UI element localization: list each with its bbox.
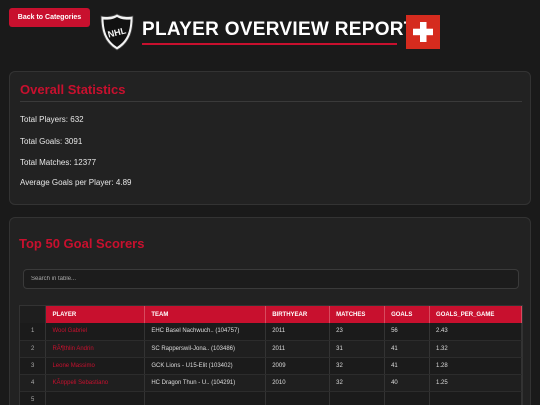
matches-cell (329, 391, 386, 405)
index-column-header (20, 306, 47, 323)
column-header-player[interactable]: PLAYER (45, 306, 146, 323)
table-header-row: PLAYER TEAM BIRTHYEAR MATCHES GOALS GOAL… (20, 306, 522, 323)
column-header-goals-per-game[interactable]: GOALS_PER_GAME (429, 306, 522, 323)
row-index: 4 (20, 374, 47, 392)
row-index: 5 (20, 391, 47, 405)
back-to-categories-button[interactable]: Back to Categories (9, 8, 90, 27)
birthyear-cell: 2009 (265, 357, 331, 375)
player-name-link[interactable]: RÃ¶thlin Andrin (45, 340, 146, 358)
page-title: PLAYER OVERVIEW REPORT (142, 19, 416, 40)
average-goals-stat: Average Goals per Player: 4.89 (20, 178, 132, 187)
table-search-input[interactable] (23, 269, 519, 289)
scorers-table-container: PLAYER TEAM BIRTHYEAR MATCHES GOALS GOAL… (19, 305, 523, 405)
player-name-link[interactable] (45, 391, 146, 405)
goals-per-game-cell: 2.43 (429, 323, 522, 341)
column-header-birthyear[interactable]: BIRTHYEAR (265, 306, 331, 323)
top-scorers-card: Top 50 Goal Scorers PLAYER TEAM BIRTHYEA… (9, 217, 531, 405)
table-row: 5 (20, 391, 522, 405)
goals-per-game-cell: 1.32 (429, 340, 522, 358)
goals-cell (384, 391, 431, 405)
goals-cell: 41 (384, 357, 431, 375)
team-cell: SC Rapperswil-Jona.. (103486) (144, 340, 267, 358)
overall-statistics-title: Overall Statistics (20, 82, 126, 97)
goals-per-game-cell (429, 391, 522, 405)
goals-cell: 40 (384, 374, 431, 392)
overall-statistics-card: Overall Statistics Total Players: 632 To… (9, 71, 531, 205)
player-name-link[interactable]: Wool Gabriel (45, 323, 146, 341)
row-index: 3 (20, 357, 47, 375)
table-row: 3 Leone Massimo GCK Lions - U15-Elit (10… (20, 357, 522, 375)
table-row: 4 KÃ¤ppeli Sebastiano HC Dragon Thun - U… (20, 374, 522, 392)
table-row: 2 RÃ¶thlin Andrin SC Rapperswil-Jona.. (… (20, 340, 522, 358)
matches-cell: 31 (329, 340, 386, 358)
goals-per-game-cell: 1.28 (429, 357, 522, 375)
nhl-logo-text: NHL (107, 25, 128, 39)
birthyear-cell: 2010 (265, 374, 331, 392)
goals-cell: 41 (384, 340, 431, 358)
matches-cell: 23 (329, 323, 386, 341)
column-header-team[interactable]: TEAM (144, 306, 267, 323)
nhl-logo: NHL (100, 13, 134, 51)
total-matches-stat: Total Matches: 12377 (20, 158, 97, 167)
team-cell: GCK Lions - U15-Elit (103402) (144, 357, 267, 375)
team-cell (144, 391, 267, 405)
title-underline (142, 43, 397, 45)
birthyear-cell: 2011 (265, 323, 331, 341)
team-cell: EHC Basel Nachwuch.. (104757) (144, 323, 267, 341)
row-index: 1 (20, 323, 47, 341)
matches-cell: 32 (329, 357, 386, 375)
total-players-stat: Total Players: 632 (20, 115, 84, 124)
matches-cell: 32 (329, 374, 386, 392)
goals-per-game-cell: 1.25 (429, 374, 522, 392)
swiss-flag-icon (406, 15, 440, 49)
table-row: 1 Wool Gabriel EHC Basel Nachwuch.. (104… (20, 323, 522, 341)
team-cell: HC Dragon Thun - U.. (104291) (144, 374, 267, 392)
birthyear-cell (265, 391, 331, 405)
scorers-table: PLAYER TEAM BIRTHYEAR MATCHES GOALS GOAL… (20, 306, 522, 405)
column-header-goals[interactable]: GOALS (384, 306, 431, 323)
player-name-link[interactable]: KÃ¤ppeli Sebastiano (45, 374, 146, 392)
player-name-link[interactable]: Leone Massimo (45, 357, 146, 375)
goals-cell: 56 (384, 323, 431, 341)
top-scorers-title: Top 50 Goal Scorers (19, 236, 145, 251)
divider (20, 101, 522, 102)
column-header-matches[interactable]: MATCHES (329, 306, 386, 323)
birthyear-cell: 2011 (265, 340, 331, 358)
row-index: 2 (20, 340, 47, 358)
total-goals-stat: Total Goals: 3091 (20, 137, 83, 146)
